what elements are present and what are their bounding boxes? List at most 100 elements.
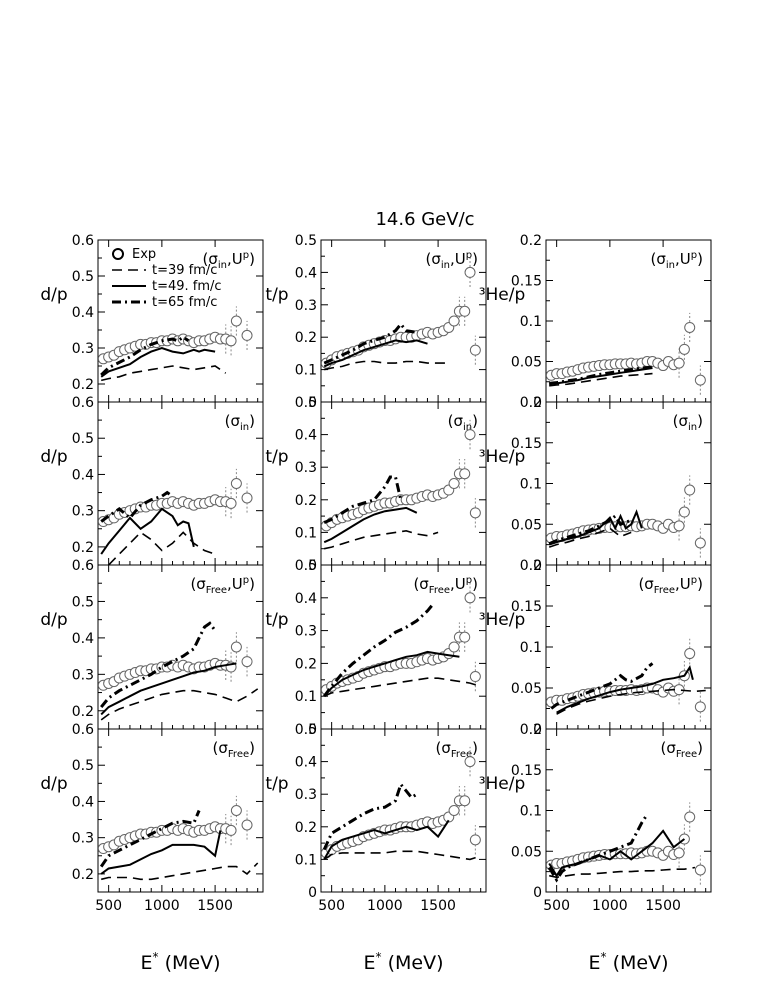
exp-point — [464, 266, 476, 278]
exp-point — [241, 492, 253, 504]
y-axis-label: d/p — [40, 774, 67, 794]
legend-label: t=65 fm/c — [152, 295, 217, 310]
panel-tag: (σFree) — [213, 739, 255, 760]
series-line-dashdot — [550, 662, 654, 710]
panel-series — [546, 312, 706, 395]
exp-point — [225, 335, 237, 347]
exp-point — [694, 701, 706, 713]
series-line-dashdot — [548, 513, 632, 546]
series-line-dashdot — [100, 490, 174, 523]
series-line-dashed — [100, 688, 259, 721]
y-tick-label: 0 — [308, 558, 317, 574]
y-tick-label: 0.3 — [72, 831, 94, 847]
series-line-solid — [100, 346, 216, 378]
exp-point — [230, 478, 242, 489]
y-tick-label: 0 — [308, 722, 317, 738]
panel-tag: (σFree,Up) — [638, 575, 703, 596]
y-tick-label: 0 — [533, 558, 542, 574]
y-tick-label: 0.5 — [295, 722, 317, 738]
series-line-dashdot — [99, 809, 201, 868]
x-tick-label: 1000 — [144, 898, 180, 914]
y-tick-label: 0.1 — [520, 314, 542, 330]
panel-r2-c0: 0.2 0.3 0.4 0.5 0.6 d/p (σFree,Up) — [40, 558, 264, 730]
legend-label: Exp — [132, 247, 156, 262]
y-tick-label: 0.2 — [295, 656, 317, 672]
exp-point — [448, 805, 460, 816]
y-tick-label: 0.3 — [72, 667, 94, 683]
exp-point — [694, 864, 706, 876]
exp-point — [469, 834, 481, 846]
series-line-solid — [323, 339, 428, 368]
legend-label: t=49. fm/c — [152, 279, 222, 294]
y-tick-label: 0.5 — [295, 558, 317, 574]
y-tick-label: 0.2 — [520, 233, 542, 249]
y-tick-label: 0.05 — [511, 681, 542, 697]
panel-r1-c1: 0 0.1 0.2 0.3 0.4 0.5 t/p (σin) — [265, 395, 487, 574]
panel-r1-c0: 0.2 0.3 0.4 0.5 0.6 d/p (σin) — [40, 395, 264, 566]
panel-r3-c2: 0 0.05 0.1 0.15 0.2 500 1000 1500 ³He/p (σFree) — [479, 722, 712, 914]
exp-point — [673, 520, 685, 532]
y-tick-label: 0.6 — [72, 558, 94, 574]
panel-series — [98, 306, 253, 382]
y-tick-label: 0.5 — [72, 594, 94, 610]
series-line-dashdot — [323, 475, 403, 524]
y-axis-label: ³He/p — [479, 774, 526, 794]
x-axis-label: E* (MeV) — [141, 950, 221, 974]
panel-r3-c1: 0 0.1 0.2 0.3 0.4 0.5 500 1000 1500 t/p (σFree) — [265, 722, 487, 914]
y-tick-label: 0.15 — [511, 436, 542, 452]
y-tick-label: 0.05 — [511, 355, 542, 371]
series-line-dashed — [323, 850, 481, 861]
exp-point — [684, 648, 696, 660]
legend-label: t=39 fm/c — [152, 263, 217, 278]
y-tick-label: 0.1 — [295, 363, 317, 379]
legend-marker-exp — [112, 248, 124, 260]
series-line-dashed — [324, 360, 449, 371]
y-tick-label: 0.2 — [72, 867, 94, 883]
panel-series — [546, 475, 706, 558]
exp-point — [448, 315, 460, 327]
y-tick-label: 0.6 — [72, 722, 94, 738]
panel-tag: (σin) — [225, 412, 255, 433]
panels-layer: 0.2 0.3 0.4 0.5 0.6 d/p (σin,Up) 0 0.1 0.2 0.3 0.4 0… — [40, 233, 712, 974]
exp-point — [230, 315, 242, 327]
exp-point — [684, 484, 696, 496]
y-tick-label: 0.5 — [295, 233, 317, 249]
exp-point — [230, 641, 242, 653]
y-axis-label: t/p — [265, 285, 288, 305]
y-tick-label: 0.4 — [72, 305, 94, 321]
y-tick-label: 0.4 — [72, 794, 94, 810]
y-tick-label: 0.6 — [72, 233, 94, 249]
x-tick-label: 500 — [543, 898, 570, 914]
panel-tag: (σFree,Up) — [413, 575, 478, 596]
exp-point — [241, 329, 253, 341]
exp-point — [469, 344, 481, 356]
y-tick-label: 0.2 — [72, 704, 94, 720]
panel-tag: (σin) — [448, 412, 478, 433]
panel-series — [321, 746, 481, 861]
y-tick-label: 0.05 — [511, 844, 542, 860]
y-tick-label: 0.5 — [72, 269, 94, 285]
y-axis-label: d/p — [40, 447, 67, 467]
y-tick-label: 0.4 — [295, 591, 317, 607]
figure-title: 14.6 GeV/c — [375, 209, 474, 230]
y-axis-label: t/p — [265, 610, 288, 630]
exp-point — [459, 468, 471, 480]
exp-point — [459, 305, 471, 317]
series-line-solid — [100, 830, 222, 875]
panel-r0-c0: 0.2 0.3 0.4 0.5 0.6 d/p (σin,Up) — [40, 233, 264, 403]
exp-point — [241, 819, 253, 831]
y-tick-label: 0.1 — [295, 525, 317, 541]
panel-series — [546, 638, 706, 722]
y-tick-label: 0 — [533, 395, 542, 411]
series-line-dashdot — [322, 781, 418, 851]
series-line-dashed — [323, 677, 481, 697]
y-axis-label: d/p — [40, 285, 67, 305]
panel-r1-c2: 0 0.05 0.1 0.15 0.2 ³He/p (σin) — [479, 395, 712, 574]
panel-tag: (σin,Up) — [426, 250, 478, 271]
y-tick-label: 0.2 — [72, 540, 94, 556]
y-tick-label: 0.2 — [295, 330, 317, 346]
y-tick-label: 0.4 — [295, 755, 317, 771]
y-tick-label: 0.1 — [520, 477, 542, 493]
